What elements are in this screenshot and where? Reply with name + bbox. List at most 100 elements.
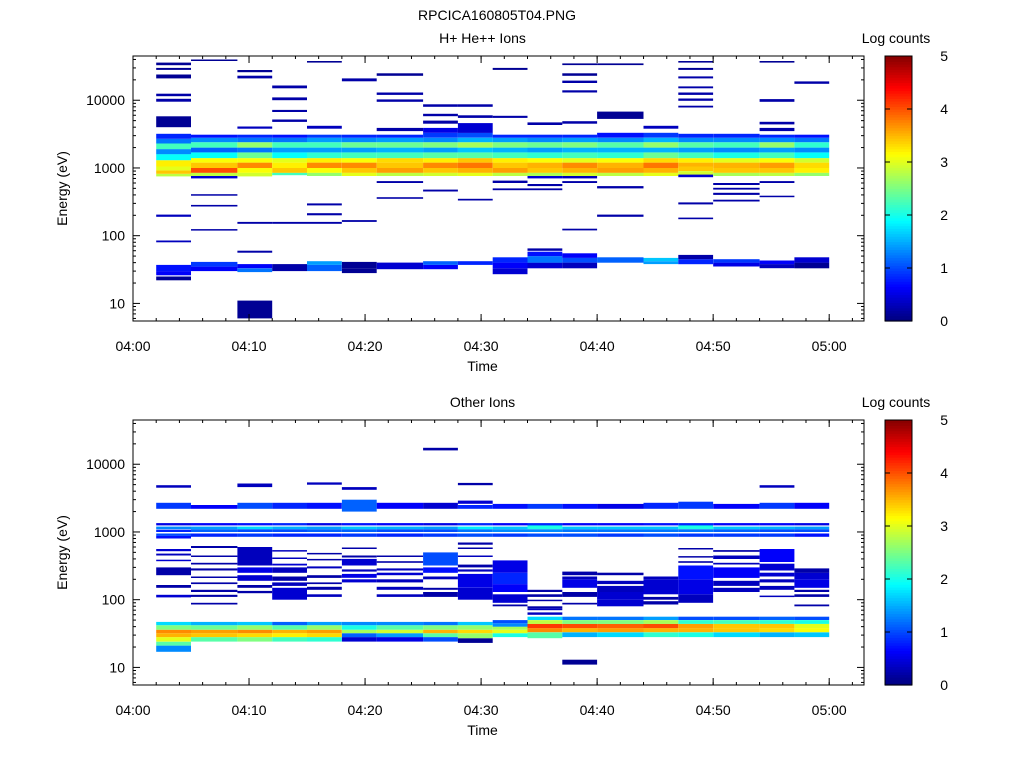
heatmap-cell [492, 584, 528, 592]
heatmap-cell [759, 549, 795, 562]
colorbar-band [885, 555, 912, 559]
heatmap-cell [457, 633, 493, 639]
colorbar-band [885, 480, 912, 485]
heatmap-cell [156, 585, 191, 588]
heatmap-cell [191, 134, 238, 138]
colorbar-band [885, 650, 912, 654]
heatmap-cell [341, 158, 377, 163]
heatmap-cell [678, 632, 714, 638]
heatmap-cell [794, 134, 830, 138]
heatmap-cell [597, 503, 644, 509]
heatmap-cell [713, 562, 760, 565]
heatmap-cell [376, 172, 424, 176]
heatmap-cell [457, 564, 493, 568]
heatmap-cell [527, 158, 563, 163]
heatmap-cell [237, 264, 273, 269]
heatmap-cell [794, 623, 830, 629]
colorbar-band [885, 504, 912, 509]
colorbar-band [885, 515, 912, 519]
colorbar-band [885, 302, 912, 306]
heatmap-cell [237, 567, 273, 573]
colorbar-band [885, 212, 912, 216]
heatmap-cell [562, 90, 598, 93]
heatmap-cell [527, 620, 563, 624]
heatmap-cell [492, 560, 528, 573]
heatmap-cell [237, 221, 273, 224]
heatmap-cell [272, 109, 307, 112]
heatmap-cell [643, 628, 679, 633]
heatmap-cell [457, 555, 493, 557]
heatmap-cell [562, 137, 598, 143]
colorbar-band [885, 230, 912, 235]
heatmap-cell [272, 621, 307, 626]
heatmap-cell [492, 594, 528, 603]
heatmap-cell [527, 606, 563, 609]
heatmap-cell [678, 174, 714, 178]
heatmap-cell [643, 623, 679, 629]
heatmap-cell [794, 158, 830, 163]
colorbar-band [885, 610, 912, 615]
heatmap-cell [562, 162, 598, 168]
heatmap-cell [156, 549, 191, 552]
heatmap-cell [307, 482, 342, 485]
heatmap-cell [492, 268, 528, 275]
heatmap-cell [156, 621, 191, 626]
heatmap-cell [527, 503, 563, 509]
colorbar-band [885, 162, 912, 166]
panel-other-ions: 04:00 04:10 04:20 04:30 04:40 04:50 05:0010100… [54, 394, 948, 738]
heatmap-cell [492, 572, 528, 584]
heatmap-cell [678, 147, 714, 153]
heatmap-cell [562, 257, 598, 263]
colorbar-band [885, 79, 912, 84]
heatmap-cell [423, 162, 458, 168]
colorbar-band [885, 645, 912, 649]
colorbar-band [885, 215, 912, 219]
heatmap-cell [341, 633, 377, 638]
heatmap-cell [492, 529, 528, 532]
colorbar-band [885, 95, 912, 99]
colorbar-frame [884, 419, 913, 686]
y-tick-label: 100 [102, 228, 126, 244]
heatmap-cell [272, 533, 307, 537]
heatmap-cell [713, 259, 760, 263]
figure-title: RPCICA160805T04.PNG [418, 7, 576, 23]
heatmap-cell [643, 579, 679, 595]
colorbar-band [885, 278, 912, 282]
colorbar-band [885, 520, 912, 524]
heatmap-cell [794, 620, 830, 624]
heatmap-cell [527, 599, 563, 602]
heatmap-cell [643, 529, 679, 532]
heatmap-cell [713, 632, 760, 638]
heatmap-cell [562, 571, 598, 576]
colorbar-band [885, 313, 912, 317]
heatmap-cell [643, 172, 679, 176]
heatmap-cell [713, 523, 760, 526]
colorbar-band [885, 260, 912, 264]
heatmap-cell [562, 168, 598, 173]
colorbar-band [885, 507, 912, 511]
heatmap-cell [492, 623, 528, 627]
heatmap-cell [527, 147, 563, 153]
heatmap-cell [713, 623, 760, 629]
heatmap-cell [759, 579, 795, 583]
colorbar-tick-label: 4 [940, 465, 948, 481]
heatmap-cells [156, 59, 830, 319]
heatmap-cell [759, 595, 795, 598]
heatmap-cell [759, 61, 795, 63]
heatmap-cell [156, 526, 191, 530]
heatmap-cell [527, 134, 563, 138]
heatmap-cell [713, 183, 760, 185]
colorbar-band [885, 597, 912, 601]
colorbar-band [885, 571, 912, 575]
heatmap-cell [597, 623, 644, 629]
heatmap-cell [759, 158, 795, 163]
heatmap-cell [527, 188, 563, 191]
heatmap-cell [156, 133, 191, 139]
heatmap-cell [794, 502, 830, 509]
heatmap-cell [678, 166, 714, 171]
heatmap-cell [376, 262, 424, 270]
heatmap-cell [237, 250, 273, 253]
colorbar-band [885, 188, 912, 192]
colorbar-band [885, 122, 912, 126]
heatmap-cell [597, 572, 644, 576]
